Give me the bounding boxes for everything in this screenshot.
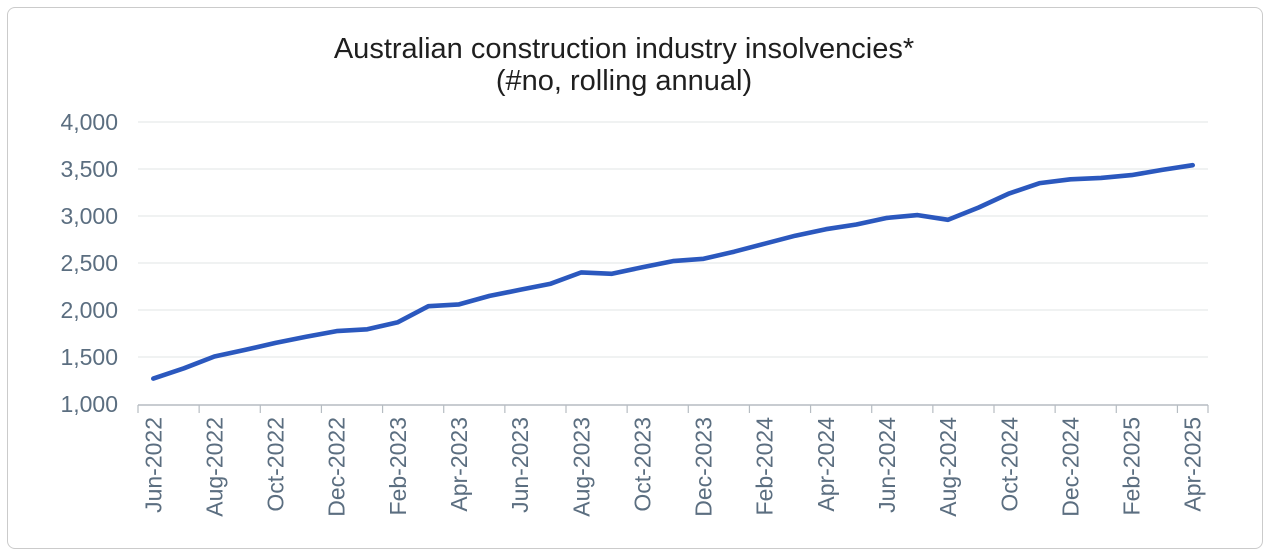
x-tick-label: Jun-2024 (874, 417, 900, 513)
y-tick-label: 1,000 (60, 391, 118, 417)
x-tick-label: Oct-2022 (263, 417, 289, 512)
x-tick-label: Aug-2023 (568, 417, 594, 517)
x-tick-label: Oct-2024 (996, 417, 1022, 512)
x-tick-label: Feb-2024 (752, 417, 778, 516)
x-tick-label: Dec-2024 (1057, 417, 1083, 517)
chart-frame (7, 7, 1263, 549)
y-tick-label: 3,000 (60, 203, 118, 229)
y-tick-label: 1,500 (60, 344, 118, 370)
x-tick-label: Apr-2025 (1180, 417, 1206, 512)
y-tick-label: 2,500 (60, 250, 118, 276)
chart-subtitle: (#no, rolling annual) (495, 65, 753, 98)
x-tick-label: Jun-2022 (140, 417, 166, 513)
x-tick-label: Oct-2023 (629, 417, 655, 512)
x-tick-label: Dec-2023 (691, 417, 717, 517)
x-tick-label: Aug-2022 (201, 417, 227, 517)
chart-title: Australian construction industry insolve… (333, 33, 915, 65)
y-tick-label: 4,000 (60, 109, 118, 135)
y-tick-label: 3,500 (60, 156, 118, 182)
x-tick-label: Dec-2022 (324, 417, 350, 517)
x-tick-label: Apr-2024 (813, 417, 839, 512)
x-tick-label: Feb-2025 (1119, 417, 1145, 515)
x-tick-label: Feb-2023 (385, 417, 411, 515)
chart-title-block: Australian construction industry insolve… (0, 33, 1248, 98)
data-line (151, 162, 1195, 381)
x-tick-label: Jun-2023 (507, 417, 533, 513)
x-tick-label: Apr-2023 (446, 417, 472, 512)
x-tick-label: Aug-2024 (935, 417, 961, 517)
y-tick-label: 2,000 (60, 297, 118, 323)
